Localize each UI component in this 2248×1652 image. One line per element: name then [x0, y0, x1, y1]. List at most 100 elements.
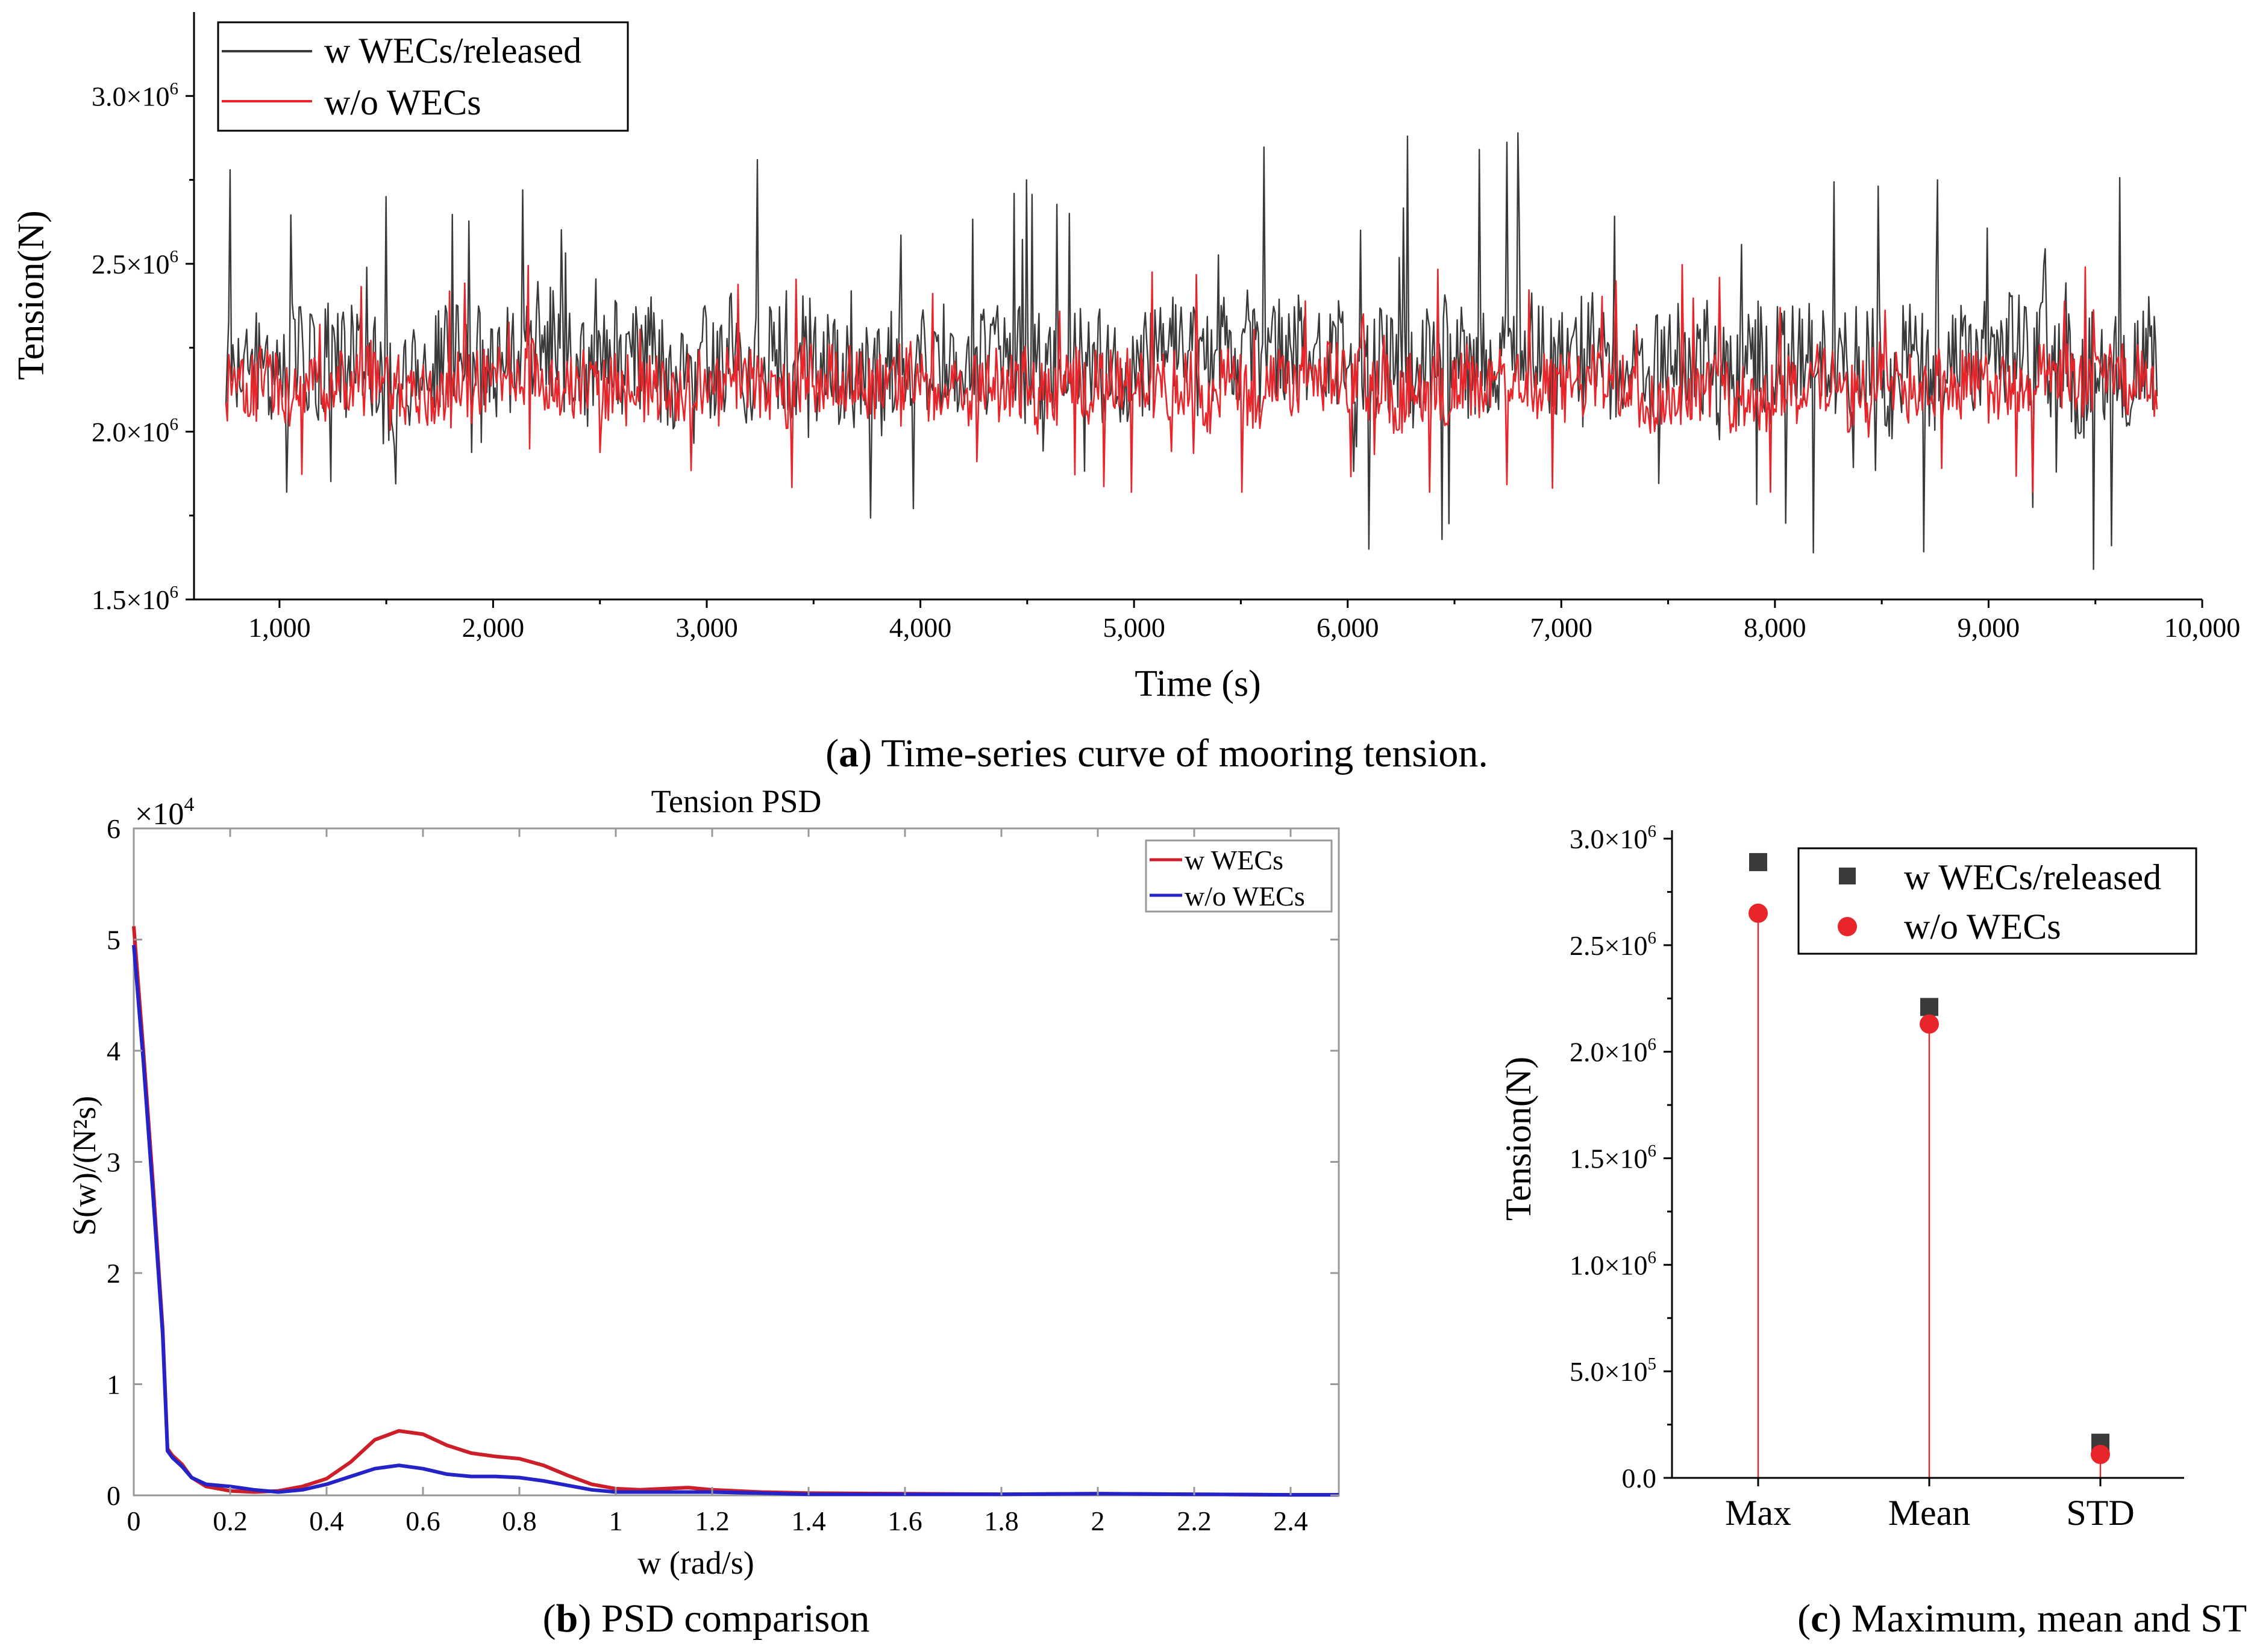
panel-a-legend-label-1: w/o WECs [324, 83, 481, 122]
panel-b-x-tick-label-8: 1.6 [888, 1506, 922, 1536]
panel-b-series-line-1 [132, 945, 1339, 1497]
panel-c-point-1-1 [1920, 1014, 1939, 1034]
panel-b-y-tick-label-3: 3 [107, 1147, 121, 1178]
panel-b-y-multiplier-exp: 4 [184, 793, 194, 816]
panel-c-x-tick-label-2: STD [2066, 1493, 2134, 1533]
panel-c-y-tick-label-4: 2.0×106 [1570, 1035, 1656, 1068]
panel-c-y-tick-label-6: 3.0×106 [1570, 822, 1656, 854]
panel-b-x-tick-label-9: 1.8 [984, 1506, 1019, 1536]
panel-a-series-line-1 [225, 264, 2158, 493]
panel-b-legend-box [1145, 839, 1333, 913]
panel-c-y-tick-label-2-mantissa: 1.0×10 [1570, 1250, 1647, 1280]
panel-a-legend-box [217, 21, 629, 132]
panel-b-x-ticks: 0 0.2 0.4 0.6 0.8 1 1.2 1.4 1.6 1.8 2 2.2 2.4 [127, 828, 1308, 1536]
caption-a-text: Time-series curve of mooring tension. [872, 731, 1488, 775]
panel-a-x-tick-label-3: 4,000 [889, 612, 952, 643]
panel-b-legend-label-1: w/o WECs [1185, 881, 1305, 912]
panel-b-y-tick-label-6: 6 [107, 813, 121, 844]
panel-c-x-tick-label-1: Mean [1888, 1493, 1971, 1533]
panel-b-legend-label-0: w WECs [1185, 845, 1283, 875]
panel-c-y-tick-label-3-mantissa: 1.5×10 [1570, 1144, 1647, 1174]
panel-b-x-tick-label-1: 0.2 [213, 1506, 248, 1536]
panel-c-y-ticks: 0.05.0×1051.0×1061.5×1062.0×1062.5×1063.… [1570, 822, 1672, 1494]
panel-c-legend-marker-0 [1839, 868, 1856, 884]
panel-c-legend-marker-1 [1838, 917, 1857, 936]
panel-b-y-multiplier: ×104 [135, 793, 194, 831]
panel-a-y-tick-label-2-mantissa: 2.5×10 [92, 249, 169, 280]
panel-a-y-tick-label-0-mantissa: 1.5×10 [92, 584, 169, 615]
panel-c-y-tick-label-3-exp: 6 [1648, 1142, 1657, 1161]
panel-a-y-tick-label-0-exp: 6 [170, 583, 179, 602]
panel-a-x-tick-label-0: 1,000 [248, 612, 311, 643]
caption-c-letter: c [1811, 1597, 1828, 1641]
panel-b-y-multiplier-base: ×10 [135, 797, 184, 831]
panel-a-series-layer [225, 132, 2158, 571]
panel-b-x-tick-label-12: 2.4 [1273, 1506, 1308, 1536]
panel-b-x-tick-label-4: 0.8 [502, 1506, 537, 1536]
panel-a-x-tick-label-7: 8,000 [1744, 612, 1806, 643]
panel-b-x-tick-label-10: 2 [1091, 1506, 1105, 1536]
panel-a-y-tick-label-1-exp: 6 [170, 415, 179, 434]
panel-c-series-layer [1749, 853, 2110, 1478]
panel-b-x-tick-label-5: 1 [609, 1506, 623, 1536]
panel-a-legend: w WECs/released w/o WECs [217, 21, 629, 132]
panel-b-y-tick-label-5: 5 [107, 925, 121, 956]
panel-a-y-tick-label-3-mantissa: 3.0×10 [92, 81, 169, 111]
panel-b-x-tick-label-7: 1.4 [791, 1506, 826, 1536]
panel-a-y-tick-label-0: 1.5×106 [92, 583, 178, 615]
panel-c-legend-label-1: w/o WECs [1904, 907, 2061, 946]
panel-c-y-tick-label-0-mantissa: 0.0 [1622, 1463, 1657, 1494]
panel-c-y-tick-label-2-exp: 6 [1648, 1248, 1657, 1267]
panel-c-legend-box [1797, 847, 2197, 955]
panel-c-y-tick-label-3: 1.5×106 [1570, 1142, 1656, 1174]
panel-b-plot-frame [133, 827, 1340, 1497]
panel-c-y-tick-label-6-mantissa: 3.0×10 [1570, 824, 1647, 854]
panel-b-x-tick-label-0: 0 [127, 1506, 141, 1536]
panel-a-series-line-0 [225, 132, 2158, 571]
caption-a-letter: a [839, 731, 859, 775]
panel-c-statistics: Max Mean STD 0.05.0×1051.0×1061.5×1062.0×1… [1498, 822, 2197, 1533]
panel-c-y-tick-label-0: 0.0 [1622, 1463, 1657, 1494]
panel-a-x-tick-label-6: 7,000 [1530, 612, 1593, 643]
caption-c-text: Maximum, mean and STD [1841, 1597, 2248, 1641]
panel-a-legend-label-0: w WECs/released [324, 31, 581, 70]
panel-a-x-tick-label-4: 5,000 [1103, 612, 1165, 643]
caption-b-letter: b [556, 1597, 578, 1641]
panel-a-y-tick-label-1: 2.0×106 [92, 415, 178, 447]
panel-a-x-ticks: 1,000 2,000 3,000 4,000 5,000 6,000 7,000 8,000… [248, 599, 2240, 643]
panel-a-x-tick-label-2: 3,000 [675, 612, 738, 643]
panel-b-series-layer [132, 926, 1339, 1497]
caption-a: (a) Time-series curve of mooring tension… [825, 731, 1488, 775]
panel-a-y-tick-label-1-mantissa: 2.0×10 [92, 416, 169, 447]
panel-c-y-tick-label-4-mantissa: 2.0×10 [1570, 1037, 1647, 1068]
panel-c-legend: w WECs/released w/o WECs [1797, 847, 2197, 955]
panel-c-y-tick-label-1: 5.0×105 [1570, 1354, 1656, 1387]
panel-c-point-0-1 [1920, 998, 1938, 1016]
panel-b-psd: 0 0.2 0.4 0.6 0.8 1 1.2 1.4 1.6 1.8 2 2.2 2.4 0 1 2 3 4 5… [66, 783, 1340, 1581]
panel-a-y-tick-label-3: 3.0×106 [92, 79, 178, 111]
panel-b-y-tick-label-1: 1 [107, 1369, 121, 1400]
panel-c-x-tick-label-0: Max [1725, 1493, 1791, 1533]
caption-b-text: PSD comparison [591, 1597, 869, 1641]
panel-b-x-tick-label-3: 0.6 [405, 1506, 440, 1536]
panel-c-legend-label-0: w WECs/released [1904, 857, 2161, 897]
panel-c-y-tick-label-1-mantissa: 5.0×10 [1570, 1356, 1647, 1387]
panel-a-y-tick-label-2: 2.5×106 [92, 247, 178, 280]
panel-b-y-tick-label-4: 4 [107, 1036, 121, 1066]
panel-c-y-label: Tension(N) [1498, 1057, 1538, 1221]
panel-b-series-line-0 [132, 926, 1339, 1497]
panel-b-y-ticks: 0 1 2 3 4 5 6 [107, 813, 1339, 1511]
panel-c-y-tick-label-2: 1.0×106 [1570, 1248, 1656, 1280]
panel-a-x-tick-label-1: 2,000 [462, 612, 525, 643]
panel-a-y-label: Tension(N) [11, 210, 52, 380]
panel-a-x-tick-label-9: 10,000 [2164, 612, 2241, 643]
caption-c: (c) Maximum, mean and STD [1797, 1597, 2248, 1641]
panel-b-x-tick-label-11: 2.2 [1177, 1506, 1212, 1536]
panel-b-y-label: S(w)/(N²s) [66, 1096, 102, 1236]
panel-b-y-tick-label-0: 0 [107, 1480, 121, 1511]
panel-c-y-tick-label-1-exp: 5 [1648, 1354, 1657, 1374]
panel-c-x-ticks: Max Mean STD [1725, 1478, 2135, 1533]
panel-c-y-tick-label-5: 2.5×106 [1570, 928, 1656, 961]
panel-c-y-tick-label-5-exp: 6 [1648, 928, 1657, 948]
